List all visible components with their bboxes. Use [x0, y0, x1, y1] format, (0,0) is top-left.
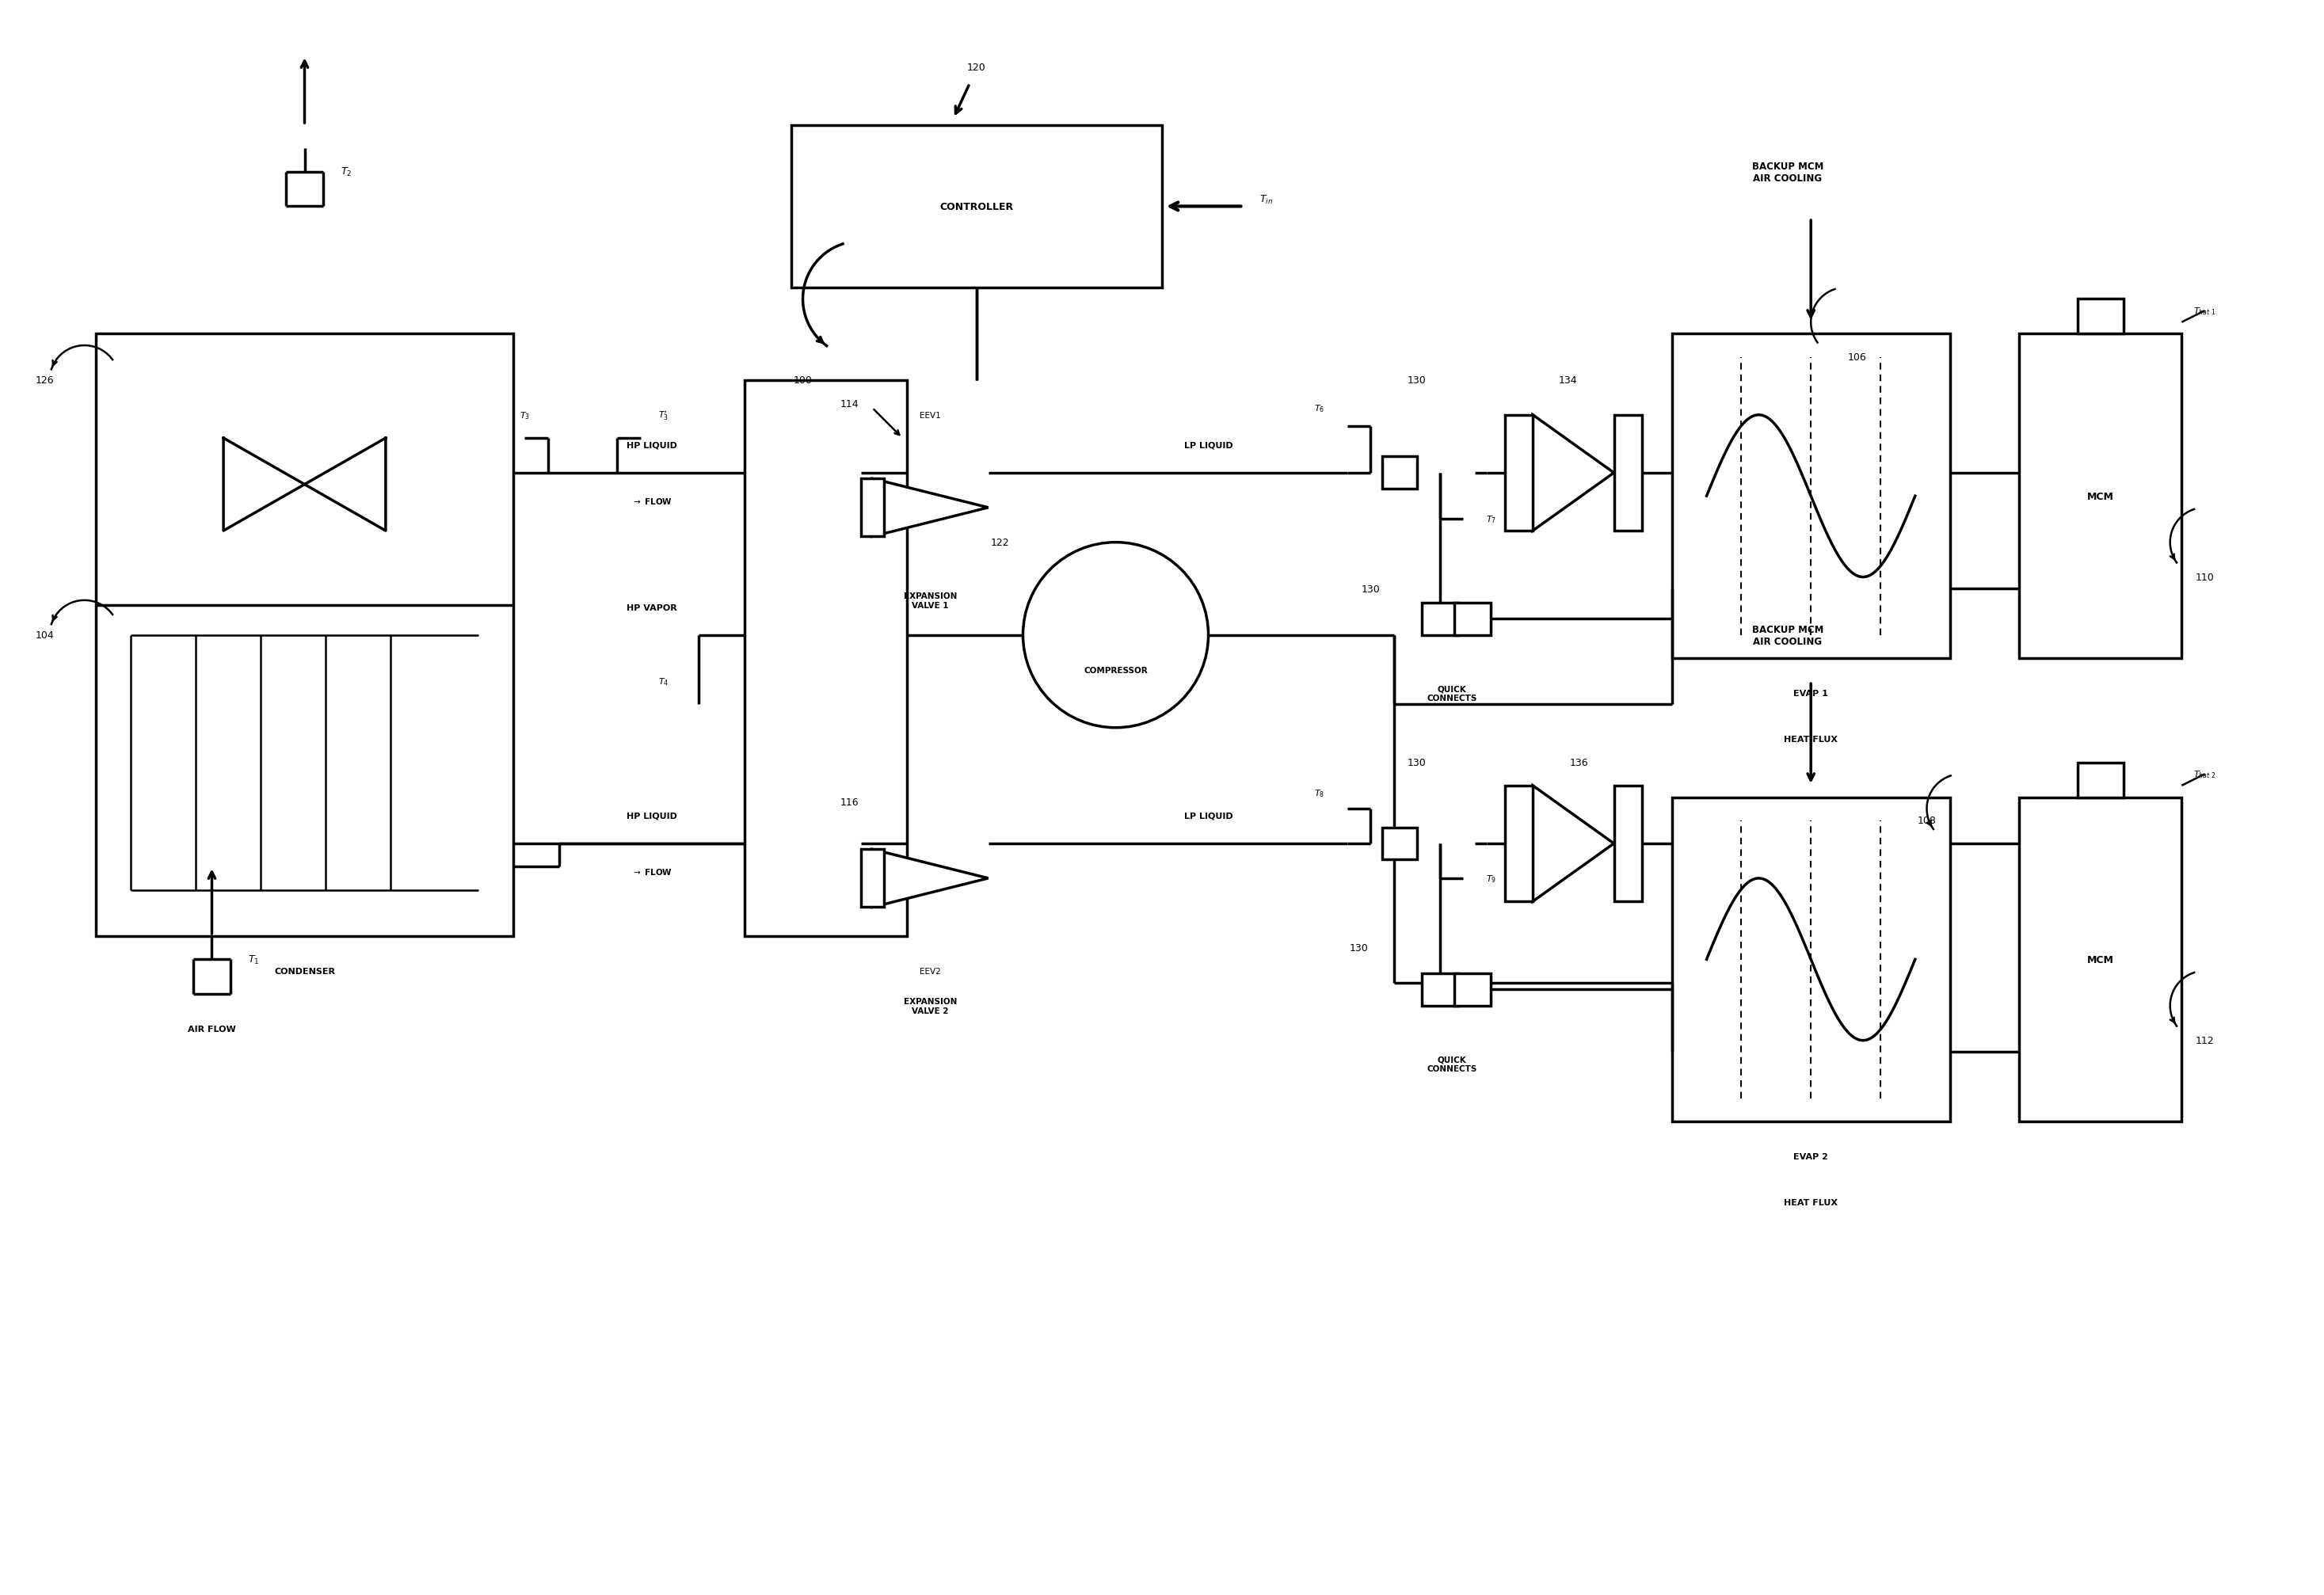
Text: LP LIQUID: LP LIQUID	[1183, 812, 1232, 820]
Text: HP LIQUID: HP LIQUID	[627, 442, 679, 450]
FancyBboxPatch shape	[1455, 973, 1492, 1006]
Polygon shape	[1534, 786, 1613, 901]
Text: HP VAPOR: HP VAPOR	[627, 603, 676, 611]
Text: 116: 116	[839, 798, 858, 807]
Text: $\rightarrow$ FLOW: $\rightarrow$ FLOW	[632, 866, 672, 876]
Text: 126: 126	[35, 375, 53, 386]
Text: $T_7$: $T_7$	[1485, 514, 1497, 525]
Text: $T_8$: $T_8$	[1315, 788, 1325, 799]
Text: MCM: MCM	[2087, 491, 2115, 501]
Text: $\rightarrow$ FLOW: $\rightarrow$ FLOW	[632, 496, 672, 506]
Text: 106: 106	[1848, 352, 1866, 362]
Text: $T_9$: $T_9$	[1485, 872, 1497, 884]
Text: $T_6$: $T_6$	[1315, 404, 1325, 413]
FancyBboxPatch shape	[746, 381, 906, 936]
FancyBboxPatch shape	[2020, 798, 2182, 1121]
FancyBboxPatch shape	[1671, 335, 1950, 659]
Text: 122: 122	[990, 538, 1009, 549]
FancyBboxPatch shape	[2020, 335, 2182, 659]
Text: $T_2$: $T_2$	[342, 166, 351, 179]
Text: CONDENSER: CONDENSER	[274, 967, 335, 975]
Text: QUICK
CONNECTS: QUICK CONNECTS	[1427, 684, 1476, 702]
FancyBboxPatch shape	[2078, 300, 2124, 335]
Text: LP VAPOR: LP VAPOR	[1104, 603, 1153, 611]
Text: 136: 136	[1569, 758, 1590, 767]
Text: HEAT FLUX: HEAT FLUX	[1785, 1199, 1838, 1207]
Text: HP LIQUID: HP LIQUID	[627, 812, 679, 820]
FancyBboxPatch shape	[1506, 786, 1534, 901]
Text: EXPANSION
VALVE 2: EXPANSION VALVE 2	[904, 997, 957, 1014]
Text: 130: 130	[1408, 375, 1427, 386]
Text: 130: 130	[1362, 584, 1380, 595]
Text: $\leftarrow$ FLOW: $\leftarrow$ FLOW	[1106, 659, 1148, 668]
FancyBboxPatch shape	[1422, 973, 1459, 1006]
Text: 110: 110	[2196, 573, 2215, 582]
Text: 112: 112	[2196, 1035, 2215, 1046]
Text: EEV1: EEV1	[920, 412, 941, 419]
FancyBboxPatch shape	[1455, 603, 1492, 635]
Text: $T_{in}$: $T_{in}$	[1260, 195, 1274, 206]
FancyBboxPatch shape	[95, 335, 514, 936]
Text: BACKUP MCM
AIR COOLING: BACKUP MCM AIR COOLING	[1752, 624, 1824, 646]
FancyBboxPatch shape	[1613, 786, 1641, 901]
FancyBboxPatch shape	[1422, 603, 1459, 635]
Text: 130: 130	[1408, 758, 1427, 767]
FancyBboxPatch shape	[1383, 458, 1418, 490]
Text: EVAP 1: EVAP 1	[1794, 689, 1829, 697]
Text: LP LIQUID: LP LIQUID	[1183, 442, 1232, 450]
Text: 114: 114	[839, 399, 858, 408]
Text: QUICK
CONNECTS: QUICK CONNECTS	[1427, 1056, 1476, 1072]
FancyBboxPatch shape	[790, 126, 1162, 289]
Text: COMPRESSOR: COMPRESSOR	[1083, 667, 1148, 675]
FancyBboxPatch shape	[2078, 762, 2124, 798]
Text: HEAT FLUX: HEAT FLUX	[1785, 735, 1838, 743]
FancyBboxPatch shape	[1613, 415, 1641, 531]
Text: $T_1$: $T_1$	[249, 954, 260, 965]
FancyBboxPatch shape	[860, 478, 883, 538]
Circle shape	[1023, 542, 1208, 727]
Text: $T_3'$: $T_3'$	[658, 408, 669, 421]
Text: EVAP 2: EVAP 2	[1794, 1153, 1829, 1161]
Text: 120: 120	[967, 62, 985, 73]
Polygon shape	[872, 478, 988, 538]
Text: $T_{hat\ 2}$: $T_{hat\ 2}$	[2194, 769, 2217, 780]
Text: MCM: MCM	[2087, 954, 2115, 965]
FancyBboxPatch shape	[1671, 798, 1950, 1121]
Text: $T_4$: $T_4$	[658, 676, 669, 687]
FancyBboxPatch shape	[1506, 415, 1534, 531]
Text: 100: 100	[792, 375, 813, 386]
Text: 130: 130	[1350, 943, 1369, 954]
Polygon shape	[1534, 415, 1613, 531]
Text: 134: 134	[1557, 375, 1578, 386]
Text: 104: 104	[35, 630, 53, 641]
Text: BACKUP MCM
AIR COOLING: BACKUP MCM AIR COOLING	[1752, 161, 1824, 183]
Text: 108: 108	[1917, 815, 1936, 826]
Text: EXPANSION
VALVE 1: EXPANSION VALVE 1	[904, 592, 957, 609]
Text: $T_{hat\ 1}$: $T_{hat\ 1}$	[2194, 306, 2217, 317]
FancyBboxPatch shape	[860, 850, 883, 908]
Text: CONTROLLER: CONTROLLER	[939, 203, 1013, 212]
Polygon shape	[872, 850, 988, 908]
Text: EEV2: EEV2	[920, 967, 941, 975]
FancyBboxPatch shape	[1383, 828, 1418, 860]
Text: AIR FLOW: AIR FLOW	[188, 1026, 237, 1034]
Text: $T_3$: $T_3$	[521, 410, 530, 421]
